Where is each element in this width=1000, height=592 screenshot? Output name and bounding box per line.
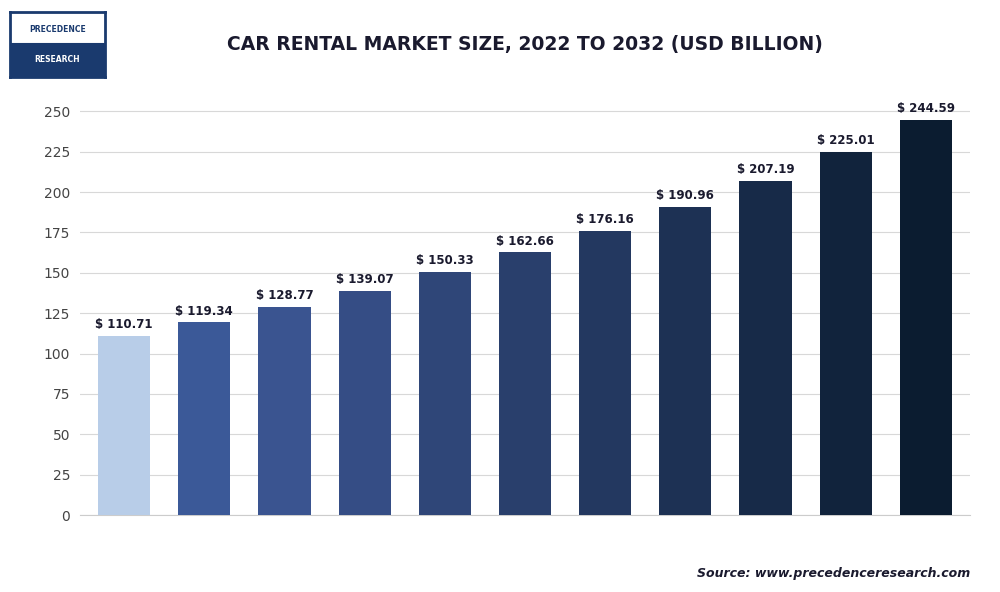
Bar	[659, 207, 711, 515]
Text: $ 139.07: $ 139.07	[336, 273, 393, 286]
Text: $ 190.96: $ 190.96	[656, 189, 714, 202]
Bar	[339, 291, 391, 515]
Text: Source: www.precedenceresearch.com: Source: www.precedenceresearch.com	[697, 567, 970, 580]
Text: $ 119.34: $ 119.34	[175, 304, 233, 317]
Bar	[579, 231, 631, 515]
Text: $ 207.19: $ 207.19	[737, 163, 794, 176]
Bar	[499, 252, 551, 515]
Bar	[419, 272, 471, 515]
Text: $ 128.77: $ 128.77	[256, 289, 313, 303]
Text: $ 176.16: $ 176.16	[576, 213, 634, 226]
Text: $ 244.59: $ 244.59	[897, 102, 955, 115]
Title: CAR RENTAL MARKET SIZE, 2022 TO 2032 (USD BILLION): CAR RENTAL MARKET SIZE, 2022 TO 2032 (US…	[227, 35, 823, 54]
Bar	[98, 336, 150, 515]
Bar	[258, 307, 311, 515]
Text: PRECEDENCE: PRECEDENCE	[29, 25, 86, 34]
Bar	[820, 152, 872, 515]
Bar	[900, 120, 952, 515]
Text: $ 225.01: $ 225.01	[817, 134, 875, 147]
Bar	[739, 181, 792, 515]
Text: $ 162.66: $ 162.66	[496, 234, 554, 247]
Text: $ 110.71: $ 110.71	[95, 318, 153, 332]
Text: RESEARCH: RESEARCH	[35, 55, 80, 64]
Text: $ 150.33: $ 150.33	[416, 255, 474, 268]
Bar	[178, 323, 230, 515]
